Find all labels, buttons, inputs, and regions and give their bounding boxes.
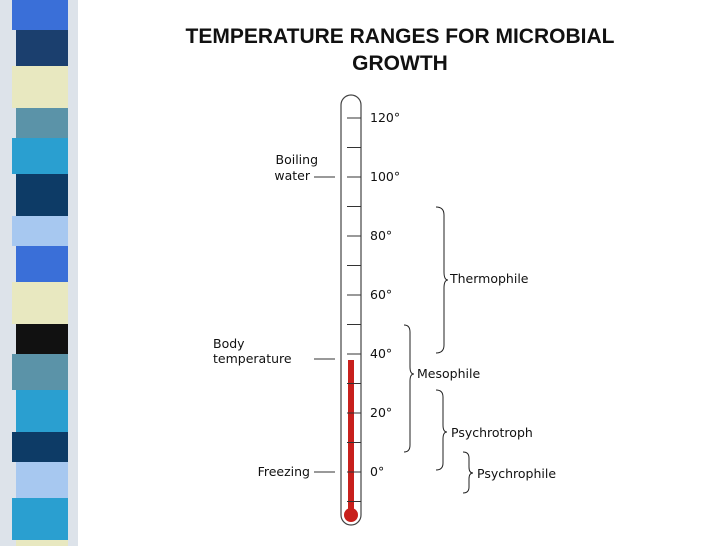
marker-label: Body xyxy=(213,336,245,351)
marker-label: Freezing xyxy=(258,464,310,479)
scale-label: 120° xyxy=(370,110,400,125)
strip-block xyxy=(16,30,68,66)
scale-label: 60° xyxy=(370,287,392,302)
scale-label: 20° xyxy=(370,405,392,420)
strip-block xyxy=(12,282,68,324)
mercury xyxy=(348,360,354,510)
marker-label: water xyxy=(274,168,310,183)
bulb xyxy=(344,508,358,522)
scale-label: 80° xyxy=(370,228,392,243)
strip-block xyxy=(12,0,68,30)
thermometer-tube xyxy=(340,94,362,526)
range-bracket xyxy=(435,206,449,354)
range-label: Psychrophile xyxy=(477,466,556,481)
marker-label: Boiling xyxy=(276,152,319,167)
strip-block xyxy=(12,432,68,462)
scale-label: 0° xyxy=(370,464,384,479)
title-line: TEMPERATURE RANGES FOR MICROBIAL xyxy=(186,25,615,48)
decorative-strip xyxy=(0,0,78,546)
strip-block xyxy=(12,138,68,174)
scale-label: 100° xyxy=(370,169,400,184)
range-bracket xyxy=(435,389,448,471)
strip-block xyxy=(12,66,68,108)
strip-block xyxy=(12,354,68,390)
strip-block xyxy=(16,390,68,432)
scale-label: 40° xyxy=(370,346,392,361)
scale-ticks: 120° 100° 80° 60° 40° 20° 0° xyxy=(347,110,400,502)
strip-block xyxy=(16,540,68,546)
strip-block xyxy=(16,246,68,282)
strip-block xyxy=(12,216,68,246)
strip-block xyxy=(16,108,68,138)
range-bracket xyxy=(462,451,474,494)
strip-block xyxy=(16,324,68,354)
range-label: Thermophile xyxy=(449,271,529,286)
strip-block xyxy=(12,498,68,540)
marker-label: temperature xyxy=(213,351,292,366)
range-label: Mesophile xyxy=(417,366,480,381)
range-label: Psychrotroph xyxy=(451,425,533,440)
title-line: GROWTH xyxy=(352,52,448,75)
strip-block xyxy=(16,462,68,498)
strip-block xyxy=(16,174,68,216)
range-bracket xyxy=(403,324,415,453)
